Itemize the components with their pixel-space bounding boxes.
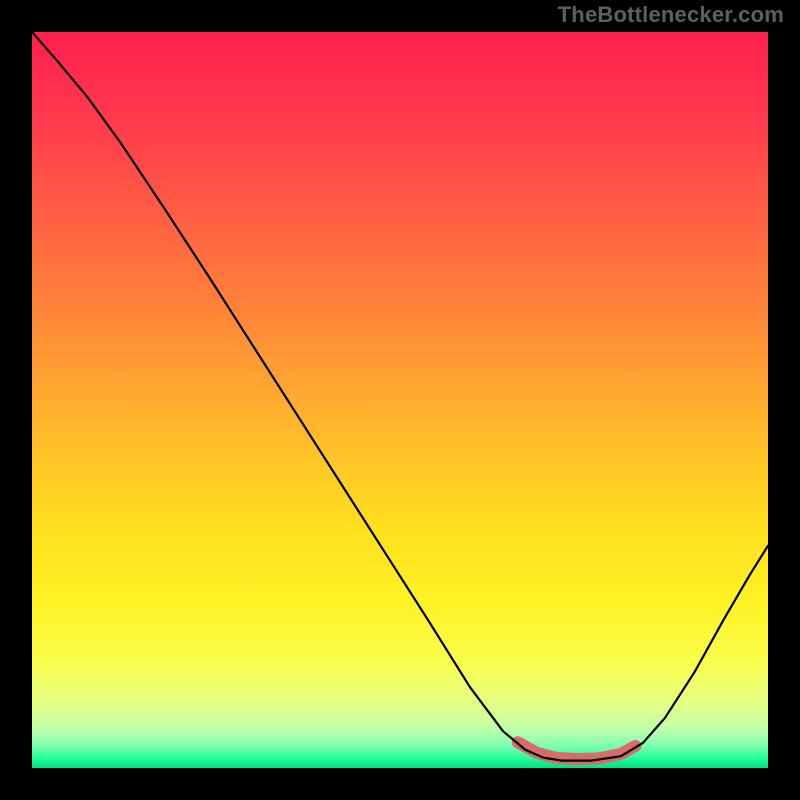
- plot-background: [32, 32, 768, 768]
- watermark-text: TheBottlenecker.com: [558, 2, 784, 28]
- chart-svg: [0, 0, 800, 800]
